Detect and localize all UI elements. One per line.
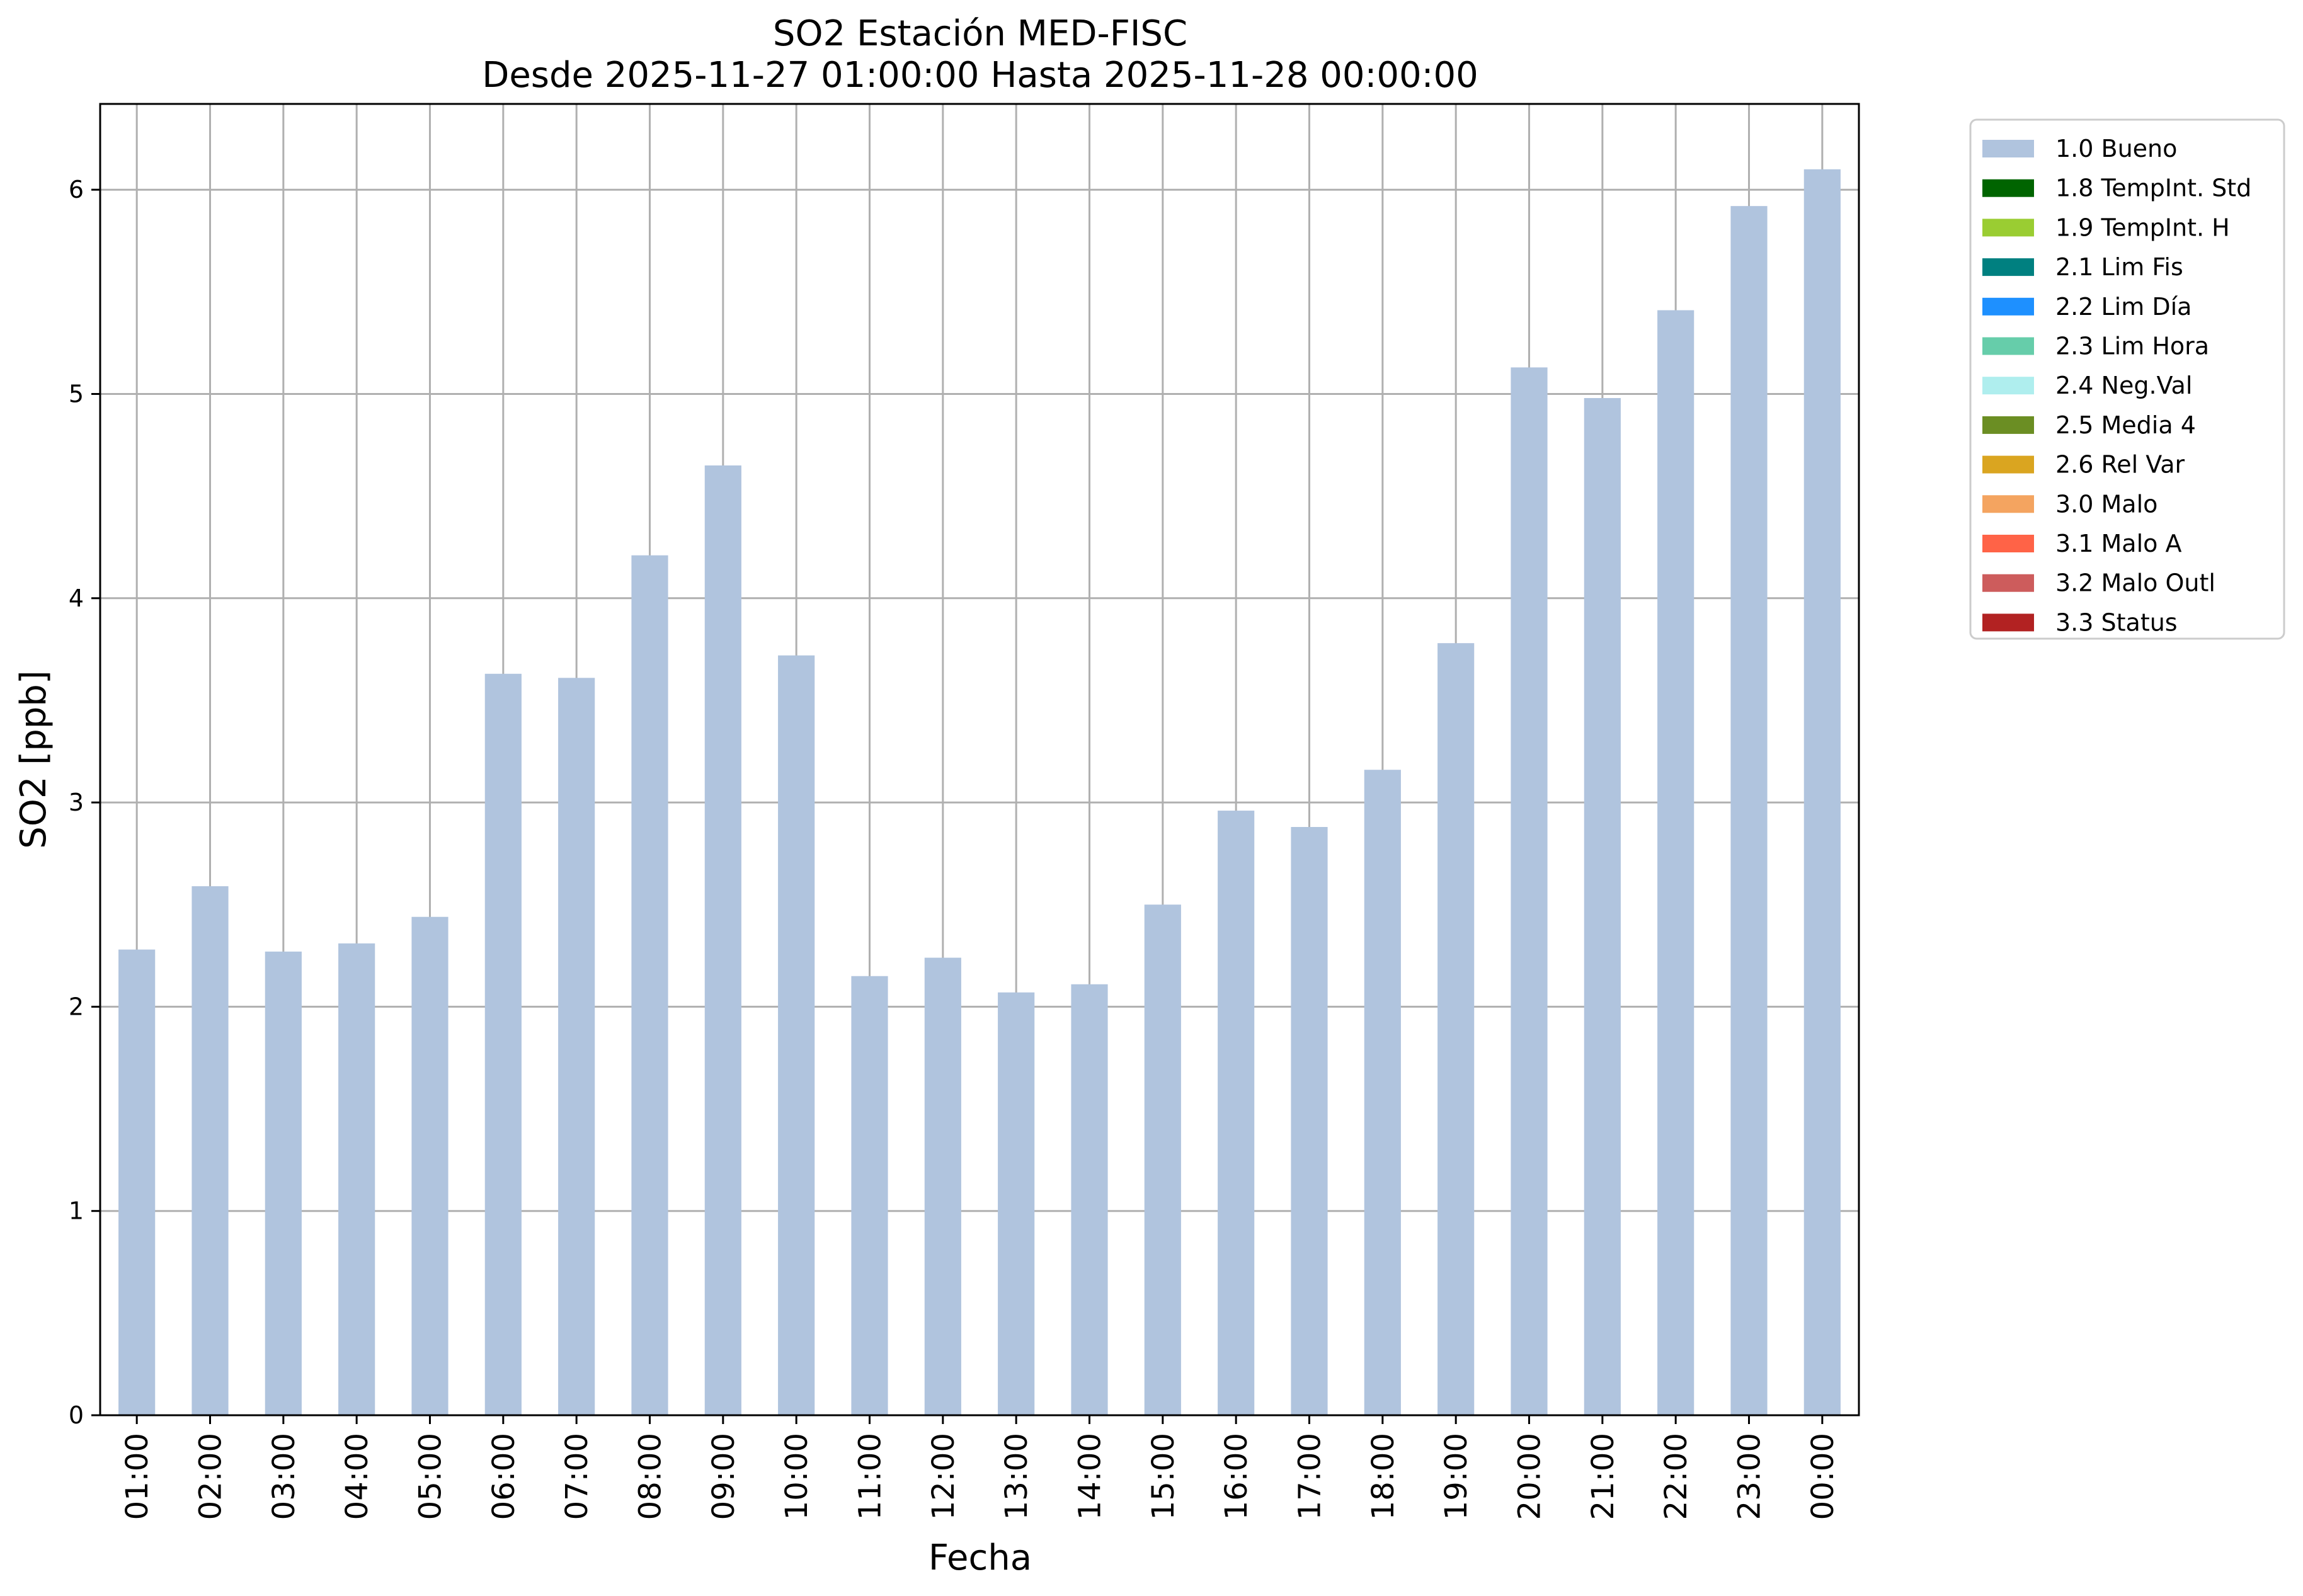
bar-2300 (1730, 206, 1768, 1415)
legend-swatch (1982, 416, 2034, 434)
bar-2000 (1511, 367, 1548, 1416)
y-axis-ticks: 0 1 2 3 4 5 6 (69, 176, 100, 1429)
legend-label: 1.8 TempInt. Std (2055, 174, 2251, 202)
x-tick-label: 11:00 (853, 1433, 888, 1520)
x-tick-label: 02:00 (193, 1433, 229, 1520)
legend-swatch (1982, 574, 2034, 592)
y-axis-label: SO2 [ppb] (13, 670, 54, 848)
y-tick-label: 3 (69, 789, 84, 816)
y-tick-label: 6 (69, 176, 84, 203)
legend-label: 2.3 Lim Hora (2055, 333, 2209, 360)
bar-2200 (1657, 310, 1694, 1416)
bar-0500 (411, 916, 449, 1415)
bar-1000 (778, 655, 815, 1415)
bar-0100 (118, 949, 156, 1415)
bar-1800 (1364, 770, 1401, 1415)
bars (118, 169, 1841, 1416)
legend-swatch (1982, 258, 2034, 276)
x-tick-label: 00:00 (1805, 1433, 1841, 1520)
legend-label: 2.6 Rel Var (2055, 451, 2185, 479)
bar-0700 (558, 678, 595, 1415)
bar-0600 (484, 673, 522, 1415)
legend-label: 2.4 Neg.Val (2055, 372, 2192, 399)
legend-label: 3.0 Malo (2055, 490, 2157, 518)
x-tick-label: 22:00 (1659, 1433, 1694, 1520)
bar-1700 (1291, 827, 1328, 1415)
legend-swatch (1982, 140, 2034, 157)
x-tick-label: 21:00 (1586, 1433, 1621, 1520)
legend-label: 2.5 Media 4 (2055, 411, 2196, 439)
bar-0300 (265, 951, 302, 1415)
bar-0000 (1803, 169, 1841, 1416)
x-tick-label: 23:00 (1732, 1433, 1768, 1520)
legend-label: 1.0 Bueno (2055, 135, 2177, 162)
legend-swatch (1982, 219, 2034, 237)
legend-label: 3.3 Status (2055, 608, 2178, 636)
y-tick-label: 5 (69, 380, 84, 408)
legend-label: 3.2 Malo Outl (2055, 569, 2215, 597)
bar-0400 (338, 943, 375, 1415)
x-tick-label: 19:00 (1439, 1433, 1474, 1520)
x-tick-label: 01:00 (120, 1433, 155, 1520)
y-tick-label: 0 (69, 1401, 84, 1429)
x-tick-label: 05:00 (413, 1433, 449, 1520)
legend-swatch (1982, 377, 2034, 395)
x-tick-label: 18:00 (1366, 1433, 1401, 1520)
x-axis-label: Fecha (929, 1537, 1032, 1578)
x-tick-label: 09:00 (706, 1433, 741, 1520)
y-tick-label: 4 (69, 584, 84, 612)
legend-label: 2.2 Lim Día (2055, 293, 2192, 321)
x-tick-label: 07:00 (559, 1433, 595, 1520)
legend-swatch (1982, 495, 2034, 513)
chart-subtitle: Desde 2025-11-27 01:00:00 Hasta 2025-11-… (482, 55, 1478, 96)
bar-1500 (1144, 904, 1181, 1415)
x-tick-label: 14:00 (1073, 1433, 1108, 1520)
bar-1100 (851, 976, 888, 1415)
x-axis-ticks: 01:00 02:00 03:00 04:00 05:00 06:00 07:00 08:00… (120, 1415, 1841, 1520)
x-tick-label: 04:00 (340, 1433, 375, 1520)
x-tick-label: 12:00 (926, 1433, 961, 1520)
legend-swatch (1982, 455, 2034, 474)
bar-1900 (1437, 643, 1475, 1415)
x-tick-label: 03:00 (266, 1433, 302, 1520)
legend-swatch (1982, 297, 2034, 316)
x-tick-label: 13:00 (999, 1433, 1034, 1520)
plot-frame (99, 103, 1860, 1416)
legend-swatch (1982, 179, 2034, 197)
legend-swatch (1982, 337, 2034, 355)
legend-swatch (1982, 535, 2034, 552)
legend-label: 1.9 TempInt. H (2055, 214, 2230, 241)
legend-frame (1969, 118, 2285, 640)
y-tick-label: 2 (69, 993, 84, 1020)
bar-0900 (704, 465, 741, 1416)
bar-1200 (924, 957, 961, 1415)
x-tick-label: 15:00 (1146, 1433, 1181, 1520)
bar-2100 (1584, 397, 1621, 1415)
x-tick-label: 10:00 (779, 1433, 814, 1520)
legend-label: 2.1 Lim Fis (2055, 253, 2183, 281)
bar-1400 (1071, 984, 1108, 1415)
bar-0200 (191, 886, 229, 1415)
x-tick-label: 20:00 (1512, 1433, 1548, 1520)
x-tick-label: 16:00 (1219, 1433, 1254, 1520)
x-tick-label: 17:00 (1293, 1433, 1328, 1520)
y-tick-label: 1 (69, 1197, 84, 1225)
bar-0800 (631, 555, 668, 1415)
chart-title: SO2 Estación MED-FISC (773, 13, 1187, 54)
x-tick-label: 08:00 (633, 1433, 668, 1520)
x-tick-label: 06:00 (486, 1433, 522, 1520)
bar-1600 (1218, 811, 1255, 1415)
legend-label: 3.1 Malo A (2055, 530, 2181, 557)
legend-swatch (1982, 613, 2034, 632)
legend: 1.0 Bueno 1.8 TempInt. Std 1.9 TempInt. H 2… (1969, 118, 2285, 640)
bar-1300 (998, 992, 1035, 1415)
